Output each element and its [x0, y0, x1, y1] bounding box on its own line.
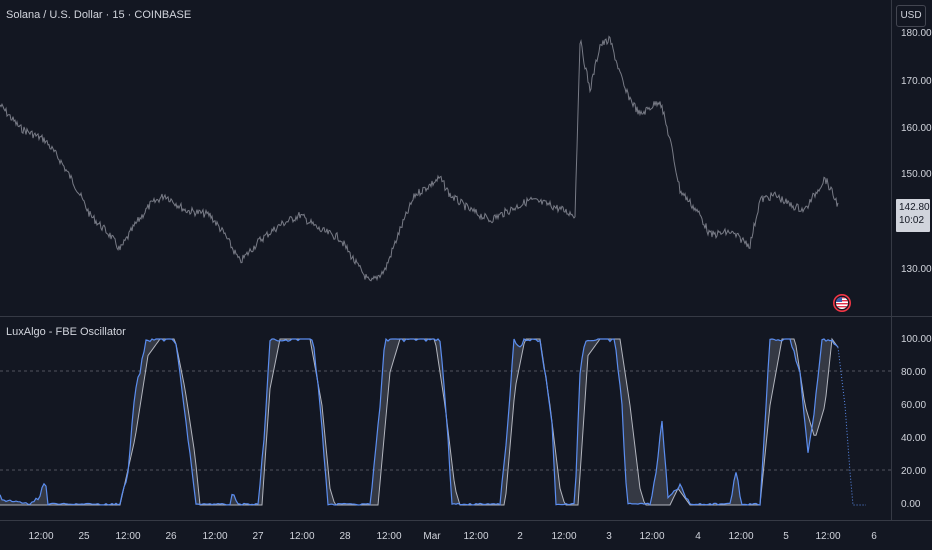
time-axis-label: 12:00	[28, 531, 53, 542]
price-axis-label: 170.00	[901, 76, 932, 87]
oscillator-fast-line	[0, 337, 839, 506]
osc-axis-label: 0.00	[901, 499, 921, 510]
bar-countdown: 10:02	[899, 215, 925, 226]
time-axis[interactable]: 12:00 25 12:00 26 12:00 27 12:00 28 12:0…	[28, 531, 877, 542]
osc-axis-label: 60.00	[901, 400, 926, 411]
time-axis-label: 12:00	[639, 531, 664, 542]
currency-button[interactable]: USD	[896, 5, 926, 27]
price-axis-label: 150.00	[901, 169, 932, 180]
time-axis-label: 12:00	[289, 531, 314, 542]
osc-axis-label: 80.00	[901, 367, 926, 378]
osc-axis-label: 40.00	[901, 433, 926, 444]
oscillator-projection-line	[837, 347, 866, 506]
time-axis-label: 12:00	[728, 531, 753, 542]
last-price-tag: 142.80 10:02	[896, 199, 930, 232]
time-axis-label: 5	[783, 531, 789, 542]
time-axis-label: 4	[695, 531, 701, 542]
time-axis-label: Mar	[423, 531, 441, 542]
price-axis-label: 160.00	[901, 123, 932, 134]
oscillator-slow-line	[0, 337, 839, 506]
symbol-title[interactable]: Solana / U.S. Dollar · 15 · COINBASE	[6, 9, 192, 21]
time-axis-label: 12:00	[376, 531, 401, 542]
osc-axis-label: 20.00	[901, 466, 926, 477]
us-flag-icon[interactable]	[833, 294, 851, 312]
time-axis-label: 12:00	[551, 531, 576, 542]
price-axis-label: 130.00	[901, 264, 932, 275]
time-axis-label: 3	[606, 531, 612, 542]
oscillator-fill-area	[0, 339, 838, 505]
time-axis-label: 26	[165, 531, 177, 542]
price-axis-label: 180.00	[901, 28, 932, 39]
time-axis-label: 6	[871, 531, 877, 542]
indicator-title[interactable]: LuxAlgo - FBE Oscillator	[6, 326, 126, 338]
time-axis-label: 27	[252, 531, 264, 542]
time-axis-label: 12:00	[115, 531, 140, 542]
time-axis-label: 2	[517, 531, 523, 542]
osc-axis-label: 100.00	[901, 334, 932, 345]
price-series-line	[0, 35, 839, 282]
time-axis-label: 12:00	[815, 531, 840, 542]
time-axis-label: 12:00	[202, 531, 227, 542]
time-axis-label: 28	[339, 531, 351, 542]
last-price-value: 142.80	[899, 202, 930, 213]
time-axis-label: 12:00	[463, 531, 488, 542]
time-axis-label: 25	[78, 531, 90, 542]
